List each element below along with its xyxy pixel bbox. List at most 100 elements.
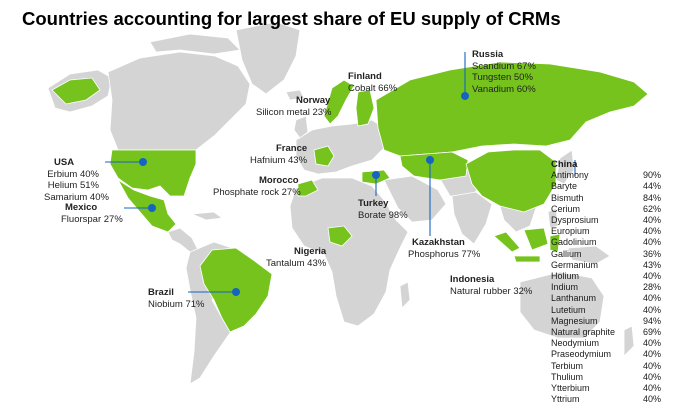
country-name: Morocco [259,175,299,186]
material-name: Gadolinium [551,237,597,248]
land-madagascar [399,281,411,309]
china-material-row: Cerium 62% [551,204,661,215]
label-usa: USA Erbium 40% Helium 51% Samarium 40% [44,157,109,203]
country-kazakhstan [399,151,469,181]
material-share: 62% [643,203,662,214]
china-material-row: Yttrium 40% [551,394,661,405]
china-material-row: Lanthanum 40% [551,293,661,304]
land-philippines [547,207,559,229]
land-uk [293,115,309,139]
country-norway [323,79,355,125]
label-morocco: Morocco Phosphate rock 27% [213,175,301,198]
material-name: Thulium [551,371,584,382]
material-share: 90% [643,170,662,181]
material-share: 40% [643,271,662,282]
country-finland [355,89,375,127]
china-material-row: Praseodymium 40% [551,349,661,360]
china-material-row: Terbium 40% [551,361,661,372]
country-name: Nigeria [294,246,327,257]
material-share: 44% [643,181,662,192]
material-share: 84% [643,192,662,203]
label-russia: Russia Scandium 67% Tungsten 50% Vanadiu… [472,49,536,95]
china-material-row: Dysprosium 40% [551,215,661,226]
country-name: Brazil [148,287,174,298]
material-name: Praseodymium [551,349,612,360]
china-material-row: Gallium 36% [551,249,661,260]
material-share: 40% [643,349,662,360]
country-name: Indonesia [450,274,495,285]
material-share: 36% [643,248,662,259]
country-nigeria [327,225,353,247]
land-greenland [235,21,301,95]
china-material-row: Gadolinium 40% [551,237,661,248]
material-name: Natural graphite [551,327,616,338]
label-mexico: Mexico Fluorspar 27% [61,202,123,225]
label-nigeria: Nigeria Tantalum 43% [266,246,327,269]
country-china [465,149,557,213]
country-mexico [117,179,177,233]
country-name: China [551,159,578,170]
china-material-row: Magnesium 94% [551,316,661,327]
material-share: 43% [643,259,662,270]
country-indonesia-sumatra [493,231,521,253]
material-name: Neodymium [551,338,600,349]
country-name: Finland [348,71,382,82]
label-kazakhstan: Kazakhstan Phosphorus 77% [408,237,481,260]
material-share: 28% [643,282,662,293]
country-indonesia-borneo [523,227,549,251]
china-material-row: Neodymium 40% [551,338,661,349]
material-name: Bismuth [551,192,584,203]
material-name: Germanium [551,259,599,270]
land-india [451,191,493,245]
material-name: Magnesium [551,315,598,326]
land-australia [519,271,605,339]
material-share: 40% [643,394,662,405]
material-name: Lanthanum [551,293,597,304]
label-norway: Norway Silicon metal 23% [256,95,332,118]
marker-turkey [372,171,380,179]
marker-brazil [232,288,240,296]
china-material-row: Lutetium 40% [551,305,661,316]
material-share: 40% [643,226,662,237]
marker-kazakhstan [426,156,434,164]
land-central-america [167,227,199,253]
land-new-zealand [623,325,635,357]
material-share: 40% [643,237,662,248]
material-share: 40% [643,360,662,371]
china-material-row: Europium 40% [551,226,661,237]
label-turkey: Turkey Borate 98% [358,198,408,221]
label-indonesia: Indonesia Natural rubber 32% [450,274,533,297]
country-indonesia-java [513,255,541,263]
country-name: France [276,143,308,154]
material-name: Ytterbium [551,383,590,394]
country-name: USA [54,157,75,168]
material-name: Holium [551,271,580,282]
china-material-row: Germanium 43% [551,260,661,271]
material-name: Antimony [551,170,589,181]
marker-russia [461,92,469,100]
material-share: 40% [643,338,662,349]
label-brazil: Brazil Niobium 71% [148,287,205,310]
land-iceland [285,89,305,101]
land-africa [289,177,409,327]
country-france [313,145,335,167]
country-morocco [297,179,319,197]
material-share: 40% [643,304,662,315]
country-name: Turkey [358,198,389,209]
country-name: Mexico [65,202,98,213]
china-material-row: Thulium 40% [551,372,661,383]
land-caribbean [191,211,224,221]
land-arctic-islands [149,33,241,55]
material-share: 40% [643,371,662,382]
china-material-row: Antimony 90% [551,170,661,181]
material-share: 69% [643,327,662,338]
china-material-row: Natural graphite 69% [551,327,661,338]
material-share: 40% [643,383,662,394]
page-title: Countries accounting for largest share o… [22,8,561,29]
material-name: Terbium [551,360,584,371]
land-new-guinea [567,245,611,265]
marker-mexico [148,204,156,212]
material-name: Lutetium [551,304,586,315]
material-share: 40% [643,293,662,304]
